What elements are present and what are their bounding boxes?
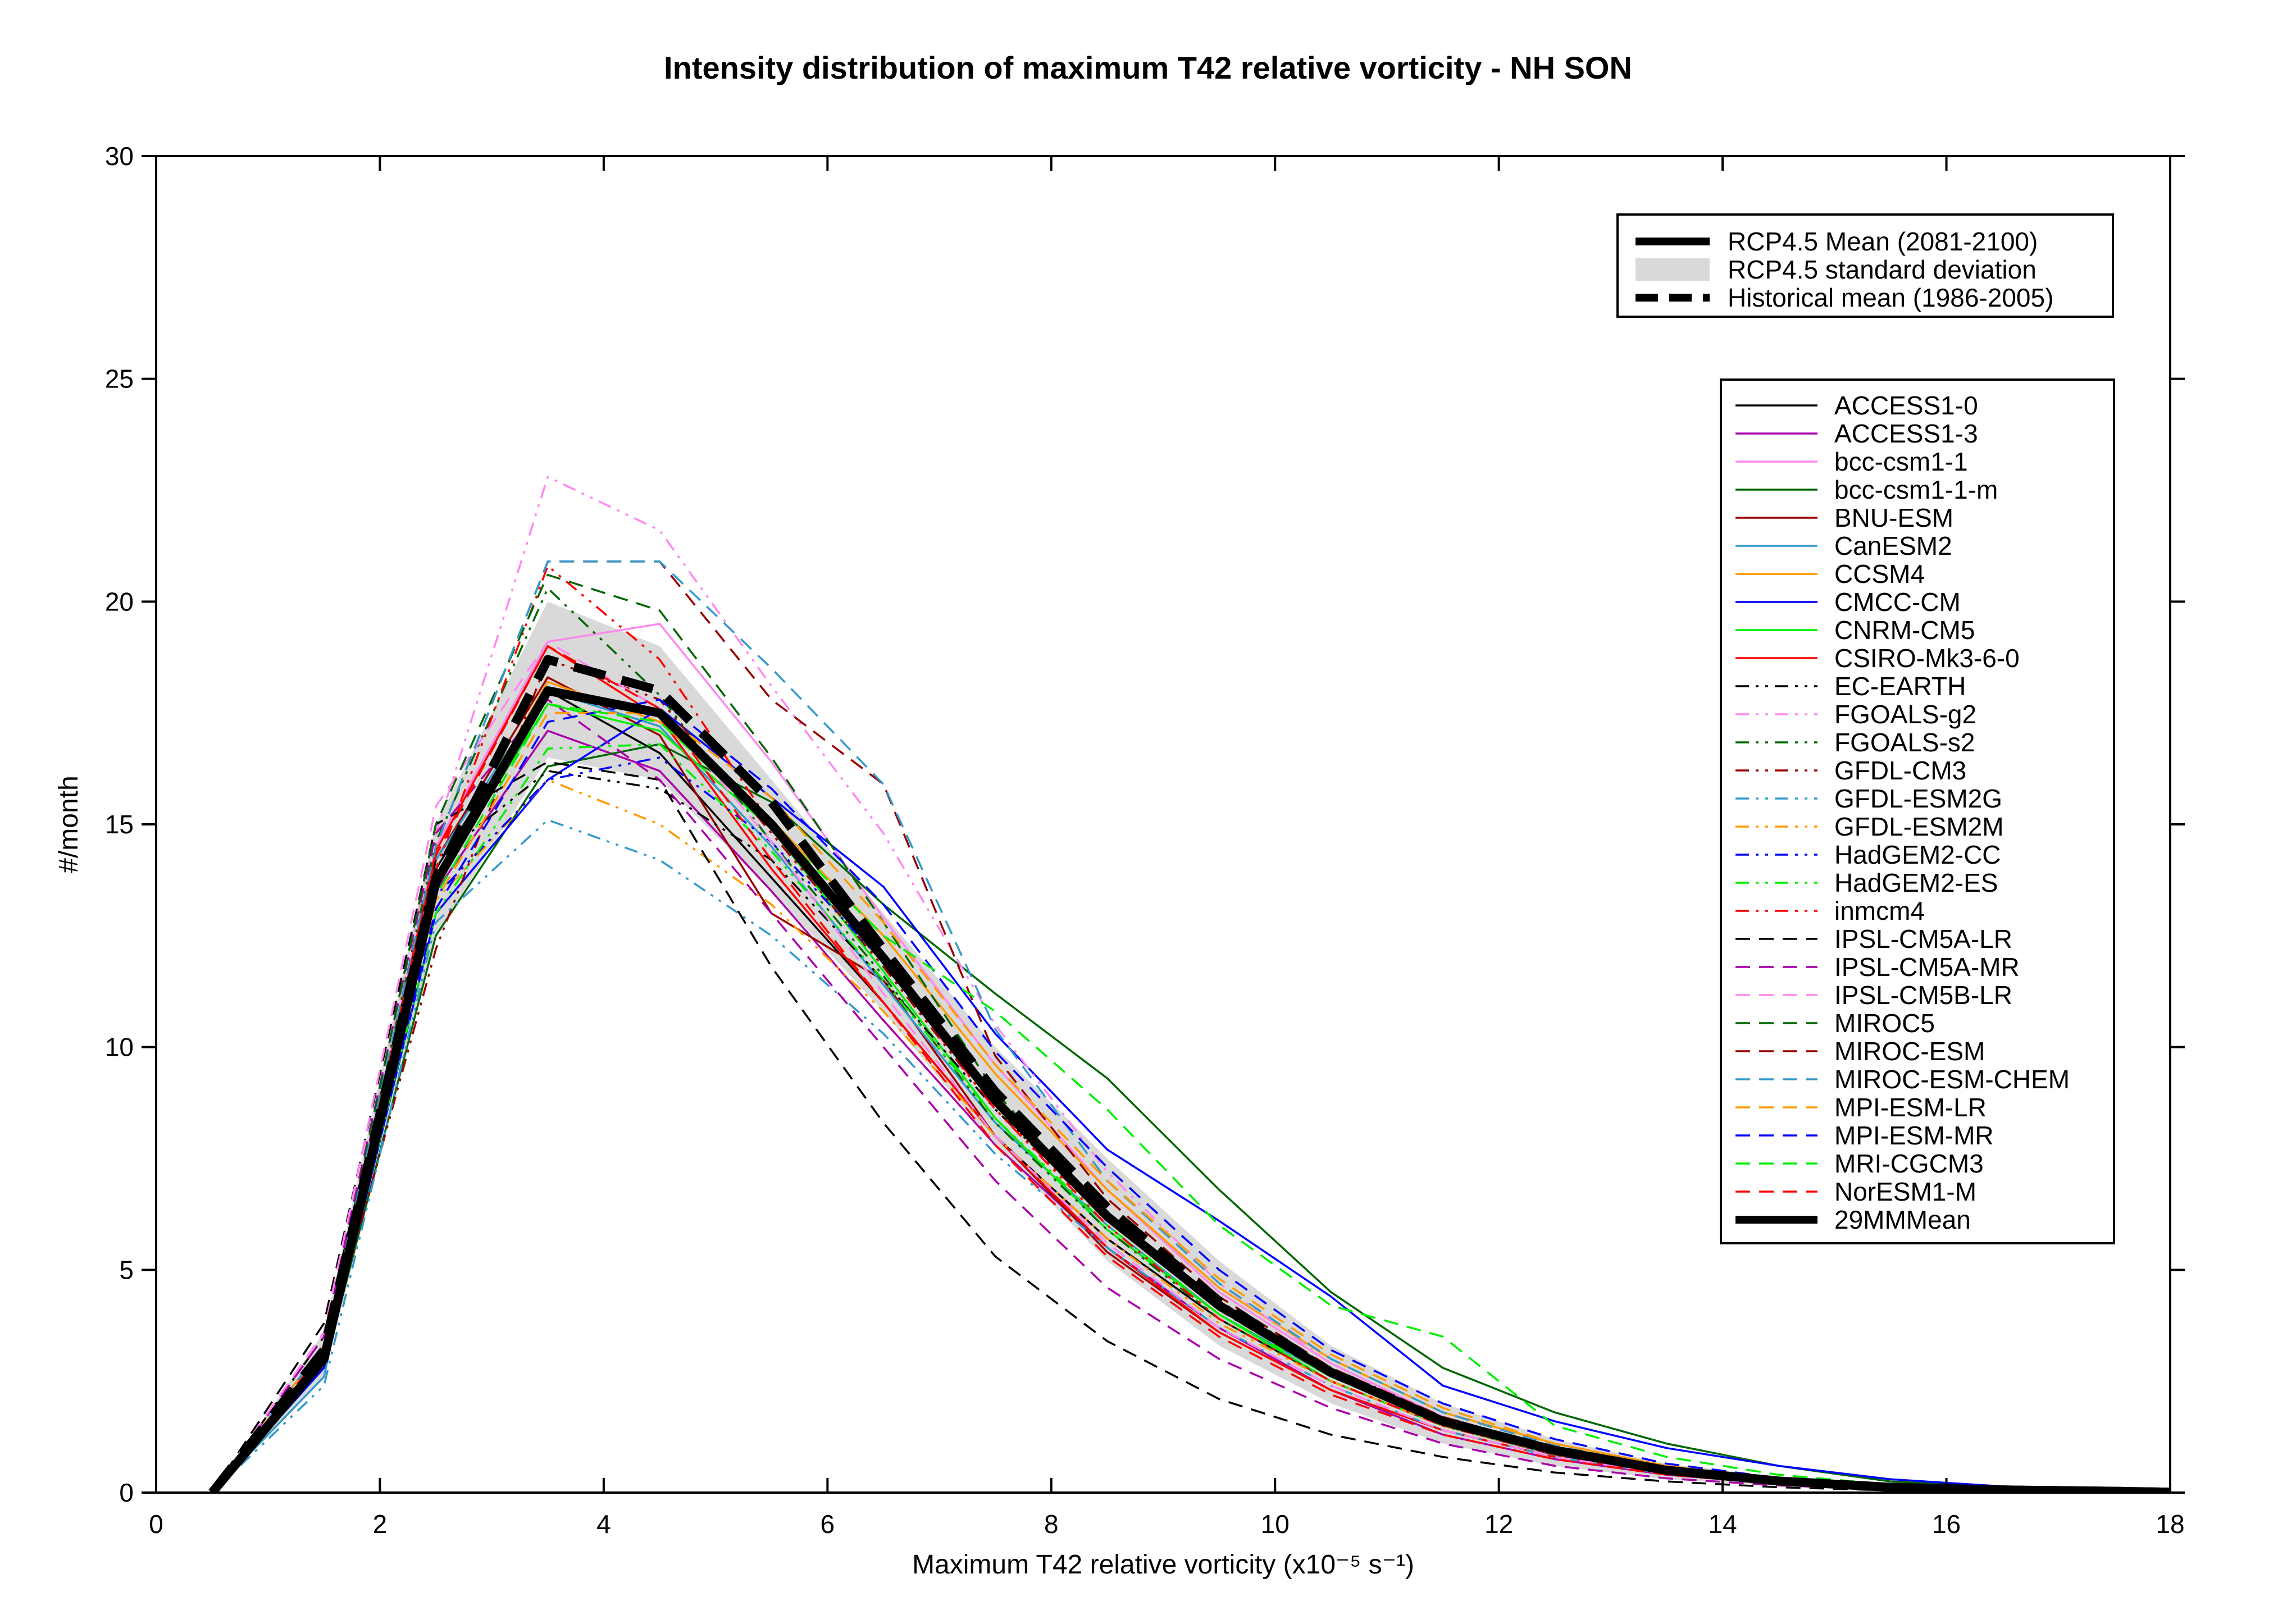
series-line-ipsl-cm5a-mr (211, 699, 2170, 1493)
model-legend-label: bcc-csm1-1 (1834, 447, 1968, 476)
overlay-layer (208, 655, 2170, 1493)
y-tick-label: 30 (105, 142, 134, 171)
series-line-mpi-esm-lr (211, 711, 2170, 1493)
model-legend-label: FGOALS-g2 (1834, 700, 1976, 729)
y-tick-label: 25 (105, 364, 134, 394)
model-legend-label: MPI-ESM-MR (1834, 1121, 1994, 1150)
x-tick-label: 4 (596, 1509, 611, 1539)
model-legend-label: bcc-csm1-1-m (1834, 475, 1998, 504)
y-tick-label: 5 (119, 1255, 134, 1284)
model-legend-label: ACCESS1-0 (1834, 391, 1978, 420)
model-legend-label: MRI-CGCM3 (1834, 1149, 1984, 1178)
model-legend-label: CanESM2 (1834, 531, 1952, 560)
series-line-miroc-esm-chem (211, 560, 2170, 1493)
model-legend-label: IPSL-CM5A-MR (1834, 952, 2020, 982)
model-legend: ACCESS1-0ACCESS1-3bcc-csm1-1bcc-csm1-1-m… (1720, 378, 2115, 1244)
summary-legend-label: RCP4.5 standard deviation (1728, 255, 2037, 284)
model-legend-box (1720, 378, 2115, 1244)
chart-title: Intensity distribution of maximum T42 re… (664, 50, 1632, 85)
model-legend-label: FGOALS-s2 (1834, 728, 1975, 757)
model-legend-label: CNRM-CM5 (1834, 615, 1975, 645)
y-tick-label: 0 (119, 1478, 134, 1507)
model-legend-label: CMCC-CM (1834, 587, 1961, 617)
model-legend-label: CCSM4 (1834, 559, 1925, 589)
historical-mean-line (208, 655, 2170, 1493)
model-legend-label: BNU-ESM (1834, 503, 1953, 532)
model-legend-label: MPI-ESM-LR (1834, 1093, 1987, 1122)
model-legend-label: MIROC-ESM-CHEM (1834, 1065, 2070, 1094)
x-tick-label: 14 (1709, 1509, 1737, 1539)
x-tick-label: 18 (2156, 1509, 2184, 1539)
summary-legend-label: Historical mean (1986-2005) (1728, 283, 2053, 312)
x-tick-label: 2 (373, 1509, 388, 1539)
x-tick-label: 12 (1484, 1509, 1513, 1539)
ticks-layer: 0 2 4 6 8 10 12 14 16 18 0 5 10 15 20 25 30 (105, 142, 2185, 1539)
x-axis-label: Maximum T42 relative vorticity (x10⁻⁵ s⁻… (912, 1550, 1414, 1580)
x-tick-label: 8 (1044, 1509, 1059, 1539)
model-legend-label: IPSL-CM5B-LR (1834, 980, 2012, 1010)
model-legend-label: MIROC5 (1834, 1009, 1935, 1038)
model-legend-label: NorESM1-M (1834, 1177, 1976, 1206)
std-deviation-band (212, 601, 2170, 1493)
std-band-layer (212, 601, 2170, 1493)
model-legend-label: EC-EARTH (1834, 672, 1966, 701)
series-line-cmcc-cm (211, 707, 2170, 1493)
x-tick-label: 6 (821, 1509, 835, 1539)
summary-legend: RCP4.5 Mean (2081-2100)RCP4.5 standard d… (1616, 213, 2114, 318)
model-legend-label: MIROC-ESM (1834, 1037, 1985, 1066)
x-tick-label: 10 (1261, 1509, 1290, 1539)
model-legend-label: IPSL-CM5A-LR (1834, 924, 2012, 954)
series-line-bcc-csm1-1-m (211, 743, 2170, 1493)
x-tick-label: 0 (149, 1509, 163, 1539)
model-legend-label: 29MMMean (1834, 1205, 1971, 1234)
model-legend-label: GFDL-ESM2M (1834, 812, 2004, 841)
model-legend-label: GFDL-CM3 (1834, 756, 1966, 785)
model-legend-label: HadGEM2-CC (1834, 840, 2001, 869)
model-legend-label: CSIRO-Mk3-6-0 (1834, 644, 2020, 673)
x-tick-label: 16 (1932, 1509, 1961, 1539)
summary-legend-label: RCP4.5 Mean (2081-2100) (1728, 227, 2038, 256)
model-legend-label: GFDL-ESM2G (1834, 784, 2002, 813)
y-tick-label: 10 (105, 1033, 134, 1062)
model-legend-label: inmcm4 (1834, 896, 1925, 925)
model-legend-label: HadGEM2-ES (1834, 868, 1998, 897)
summary-legend-swatch-band (1636, 258, 1710, 281)
series-line-29mmmean (208, 686, 2170, 1493)
model-legend-label: ACCESS1-3 (1834, 419, 1978, 448)
y-axis-label: #/month (54, 775, 84, 873)
y-tick-label: 15 (105, 810, 134, 839)
series-line-fgoals-g2 (211, 476, 2170, 1493)
y-tick-label: 20 (105, 587, 134, 616)
